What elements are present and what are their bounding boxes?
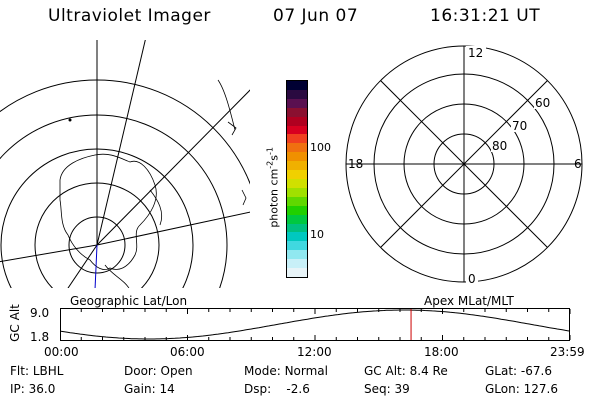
orbit-altitude-plot [60,308,571,341]
colorbar-swatch [287,259,307,269]
colorbar [286,80,308,278]
colorbar-swatch [287,161,307,171]
colorbar-swatch [287,143,307,153]
colorbar-swatch [287,98,307,108]
mlat-60-label: 60 [535,96,550,110]
info-seq: Seq: 39 [364,382,410,396]
info-glat: GLat: -67.6 [485,364,552,378]
colorbar-swatch [287,134,307,144]
colorbar-swatch [287,223,307,233]
colorbar-swatch [287,205,307,215]
colorbar-swatch [287,107,307,117]
lat-circle-5 [0,79,250,185]
colorbar-swatch [287,196,307,206]
orbit-y-bottom: 1.8 [30,330,50,344]
orbit-xtick-2: 12:00 [297,345,332,359]
antarctica-coast [59,153,157,270]
orbit-xtick-4: 23:59 [550,345,585,359]
orbit-y-top: 9.0 [30,306,50,320]
pointing-line [94,244,98,288]
colorbar-swatch [287,187,307,197]
coast-fragment [217,79,236,131]
info-gcalt: GC Alt: 8.4 Re [364,364,448,378]
right-panel-caption: Apex MLat/MLT [424,294,514,308]
info-gain: Gain: 14 [124,382,175,396]
lat-circle-4 [0,114,228,288]
colorbar-swatch [287,81,307,90]
mlat-70-label: 70 [512,119,527,133]
mlt-0-label: 0 [468,272,476,286]
colorbar-tick-100: 100 [310,141,331,154]
orbit-xtick-3: 18:00 [424,345,459,359]
left-panel-caption: Geographic Lat/Lon [70,294,188,308]
magnetic-polar-plot: 12 18 6 0 60 70 80 [345,45,583,286]
colorbar-swatch [287,152,307,162]
orbit-altitude-curve [60,309,571,340]
instrument-title: Ultraviolet Imager [48,6,211,26]
meridian-6 [67,244,98,288]
colorbar-swatch [287,170,307,179]
colorbar-swatch [287,232,307,242]
meridian-4 [0,244,98,263]
mlt-6-label: 6 [574,157,582,171]
orbit-xtick-1: 06:00 [170,345,205,359]
info-ip: IP: 36.0 [10,382,56,396]
meridian-2 [96,89,250,246]
info-flt: Flt: LBHL [10,364,64,378]
meridian-5 [96,40,146,246]
mlt-12-label: 12 [468,46,483,60]
time-label: 16:31:21 UT [430,6,541,26]
geographic-map [0,40,250,288]
info-mode: Mode: Normal [244,364,328,378]
mlat-80-label: 80 [492,139,507,153]
info-dsp: Dsp: -2.6 [244,382,310,396]
colorbar-swatch [287,214,307,224]
colorbar-swatch [287,268,307,277]
mlt-18-label: 18 [348,157,363,171]
colorbar-swatch [287,178,307,188]
info-glon: GLon: 127.6 [485,382,558,396]
orbit-xtick-0: 00:00 [44,345,79,359]
orbit-ylabel: GC Alt [8,304,22,342]
colorbar-swatch [287,116,307,126]
date-label: 07 Jun 07 [273,6,359,26]
colorbar-swatch [287,89,307,99]
meridian-3 [96,211,250,246]
colorbar-unit-label: photon cm-2s-1 [265,147,281,228]
colorbar-tick-10: 10 [310,228,324,241]
mlt-line-diag2 [380,80,548,248]
colorbar-swatch [287,125,307,135]
info-door: Door: Open [124,364,193,378]
colorbar-swatch [287,241,307,251]
colorbar-swatch [287,250,307,260]
